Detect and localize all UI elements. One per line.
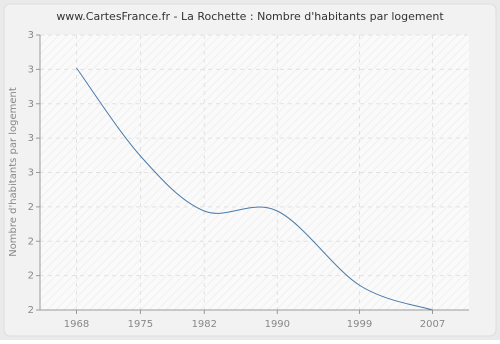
chart-title: www.CartesFrance.fr - La Rochette : Nomb… bbox=[56, 10, 444, 23]
y-tick-label: 3 bbox=[28, 168, 34, 179]
x-tick-label: 2007 bbox=[420, 319, 445, 330]
y-axis-label: Nombre d'habitants par logement bbox=[8, 87, 19, 257]
data-line bbox=[76, 67, 433, 311]
x-tick-label: 1999 bbox=[347, 319, 372, 330]
y-tick-label: 3 bbox=[28, 30, 34, 41]
y-tick-label: 2 bbox=[28, 271, 34, 282]
plot-area bbox=[40, 35, 469, 310]
y-tick-label: 2 bbox=[28, 305, 34, 316]
x-tick-label: 1982 bbox=[192, 319, 217, 330]
x-tick-label: 1975 bbox=[128, 319, 153, 330]
y-tick-label: 2 bbox=[28, 202, 34, 213]
y-tick-label: 3 bbox=[28, 64, 34, 75]
y-tick-label: 2 bbox=[28, 236, 34, 247]
y-tick-label: 3 bbox=[28, 99, 34, 110]
y-tick-label: 3 bbox=[28, 133, 34, 144]
x-tick-label: 1990 bbox=[265, 319, 290, 330]
x-tick-label: 1968 bbox=[64, 319, 89, 330]
